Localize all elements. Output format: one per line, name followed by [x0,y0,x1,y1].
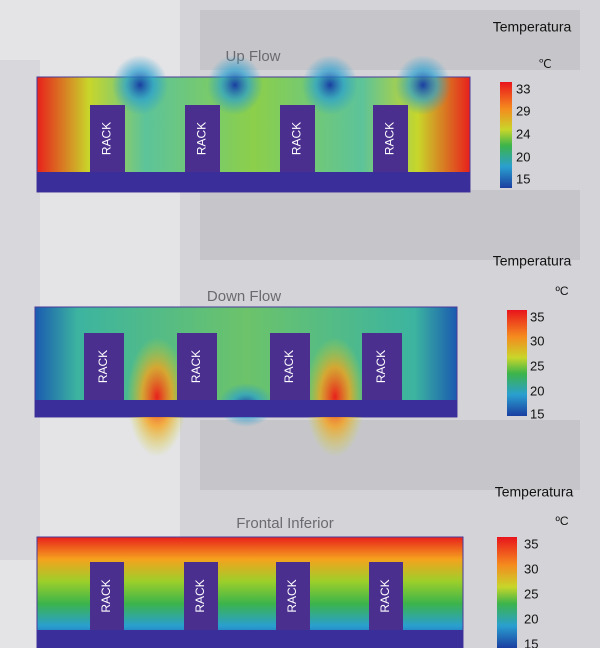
rack-label: RACK [290,122,304,155]
legend-tick: 20 [524,611,538,626]
color-bar [507,310,527,416]
legend-tick: 25 [530,358,544,373]
rack-label: RACK [285,579,299,612]
floor [37,630,463,648]
rack-label: RACK [100,122,114,155]
rack-label: RACK [189,350,203,383]
hot-spot [305,337,365,457]
legend-tick: 15 [516,171,530,186]
legend-tick: 29 [516,103,530,118]
legend-tick: 30 [530,333,544,348]
legend-tick: 24 [516,126,530,141]
floor [35,400,457,417]
legend-unit: ℃ [538,57,551,71]
rack-label: RACK [195,122,209,155]
legend-tick: 15 [524,636,538,648]
legend-tick: 35 [530,309,544,324]
rack-label: RACK [99,579,113,612]
rack-label: RACK [378,579,392,612]
legend-tick: 33 [516,81,530,96]
legend-tick: 25 [524,586,538,601]
rack-label: RACK [193,579,207,612]
color-bar [500,82,512,188]
panel-title: Frontal Inferior [236,515,334,532]
legend-tick: 20 [516,149,530,164]
floor [37,172,470,192]
legend-tick: 20 [530,383,544,398]
legend-title: Temperatura [493,253,572,269]
legend-tick: 15 [530,406,544,421]
legend-unit: ºC [555,514,568,528]
page: Up FlowRACKRACKRACKRACKTemperatura℃33292… [0,0,600,648]
rack-label: RACK [374,350,388,383]
legend-tick: 30 [524,561,538,576]
rack-label: RACK [282,350,296,383]
legend-title: Temperatura [493,19,572,35]
legend-unit: ºC [555,284,568,298]
panel-title: Down Flow [207,288,281,305]
rack-label: RACK [96,350,110,383]
rack-label: RACK [383,122,397,155]
color-bar [497,537,517,648]
legend-tick: 35 [524,536,538,551]
legend-title: Temperatura [495,484,574,500]
